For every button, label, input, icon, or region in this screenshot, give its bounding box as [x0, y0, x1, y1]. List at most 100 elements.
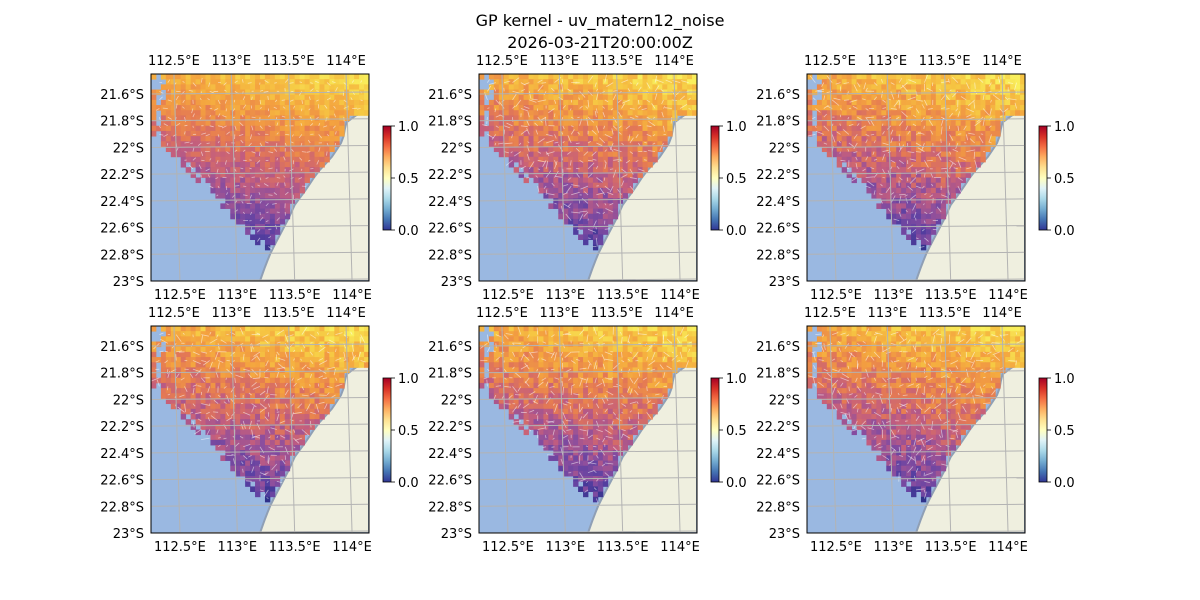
quiver-arrow	[520, 88, 526, 92]
quiver-arrow	[966, 114, 972, 118]
heatmap-cell	[662, 84, 668, 90]
heatmap-cell	[856, 89, 862, 96]
heatmap-cell	[950, 141, 957, 147]
heatmap-cell	[1005, 94, 1011, 101]
heatmap-cell	[344, 331, 350, 337]
heatmap-cell	[260, 419, 266, 425]
quiver-arrow	[163, 134, 168, 138]
heatmap-cell	[294, 187, 301, 194]
heatmap-cell	[235, 429, 241, 436]
heatmap-cell	[528, 146, 534, 153]
heatmap-cell	[160, 84, 167, 90]
heatmap-cell	[597, 218, 604, 225]
heatmap-cell	[925, 120, 932, 127]
heatmap-cell	[861, 74, 867, 80]
heatmap-cell	[881, 161, 887, 168]
heatmap-cell	[607, 218, 614, 225]
quiver-arrow	[576, 167, 580, 170]
heatmap-cell	[916, 203, 922, 209]
quiver-arrow	[299, 157, 303, 161]
quiver-arrow	[865, 156, 869, 161]
heatmap-cell	[538, 167, 544, 173]
heatmap-cell	[607, 156, 614, 163]
heatmap-cell	[334, 84, 340, 90]
heatmap-cell	[250, 429, 256, 436]
heatmap-cell	[294, 326, 301, 332]
heatmap-cell	[925, 182, 932, 189]
heatmap-cell	[896, 130, 902, 137]
heatmap-cell	[995, 130, 1001, 137]
heatmap-cell	[205, 372, 211, 379]
heatmap-cell	[180, 94, 187, 101]
quiver-arrow	[268, 151, 274, 154]
quiver-arrow	[915, 108, 920, 114]
heatmap-cell	[906, 161, 912, 168]
heatmap-cell	[165, 377, 172, 384]
heatmap-cell	[264, 408, 271, 415]
heatmap-cell	[250, 156, 256, 163]
heatmap-cell	[558, 156, 564, 163]
heatmap-cell	[851, 105, 857, 111]
heatmap-cell	[876, 177, 882, 184]
quiver-arrow	[604, 99, 609, 103]
heatmap-cell	[627, 115, 633, 121]
heatmap-cell	[269, 388, 276, 394]
heatmap-cell	[225, 445, 231, 451]
grid-meridian	[886, 74, 894, 281]
heatmap-cell	[309, 326, 315, 332]
heatmap-cell	[255, 382, 261, 389]
quiver-arrow	[629, 137, 634, 144]
quiver-arrow	[992, 94, 1001, 101]
heatmap-cell	[876, 156, 882, 163]
quiver-arrow	[966, 167, 972, 170]
quiver-arrow	[982, 94, 985, 100]
heatmap-cell	[647, 110, 653, 116]
heatmap-cell	[324, 79, 330, 85]
quiver-arrow	[163, 123, 168, 127]
heatmap-cell	[215, 105, 221, 111]
quiver-arrow	[863, 82, 867, 90]
heatmap-cell	[359, 79, 365, 85]
heatmap-cell	[175, 382, 182, 389]
quiver-arrow	[567, 151, 572, 155]
heatmap-cell	[269, 408, 276, 415]
heatmap-cell	[284, 439, 291, 446]
heatmap-cell	[891, 213, 897, 220]
heatmap-cell	[165, 105, 172, 111]
quiver-arrow	[331, 81, 336, 83]
heatmap-cell	[846, 141, 852, 147]
heatmap-cell	[935, 110, 942, 116]
quiver-arrow	[289, 82, 294, 84]
quiver-arrow	[242, 96, 246, 101]
heatmap-cell	[235, 94, 241, 101]
heatmap-cell	[299, 110, 305, 116]
heatmap-cell	[602, 177, 609, 184]
heatmap-cell	[240, 115, 246, 121]
quiver-arrow	[360, 99, 363, 102]
heatmap-cell	[240, 351, 246, 358]
heatmap-cell	[906, 167, 912, 173]
heatmap-cell	[523, 125, 529, 132]
quiver-arrow	[865, 176, 874, 178]
heatmap-cell	[861, 177, 867, 184]
heatmap-cell	[563, 208, 569, 215]
heatmap-cell	[339, 382, 345, 389]
quiver-arrow	[234, 442, 240, 448]
heatmap-cell	[573, 141, 579, 147]
heatmap-cell	[588, 193, 594, 199]
quiver-arrow	[548, 108, 555, 114]
heatmap-cell	[190, 326, 196, 332]
quiver-arrow	[915, 151, 922, 153]
heatmap-cell	[533, 172, 539, 178]
heatmap-cell	[886, 198, 892, 204]
quiver-arrow	[915, 237, 919, 240]
quiver-arrow	[274, 99, 278, 103]
quiver-arrow	[537, 138, 545, 144]
quiver-arrow	[882, 115, 886, 118]
quiver-arrow	[941, 107, 946, 109]
heatmap-cell	[225, 115, 231, 121]
heatmap-cell	[568, 74, 574, 80]
heatmap-cell	[916, 156, 922, 163]
quiver-arrow	[843, 82, 849, 84]
heatmap-cell	[269, 429, 276, 436]
